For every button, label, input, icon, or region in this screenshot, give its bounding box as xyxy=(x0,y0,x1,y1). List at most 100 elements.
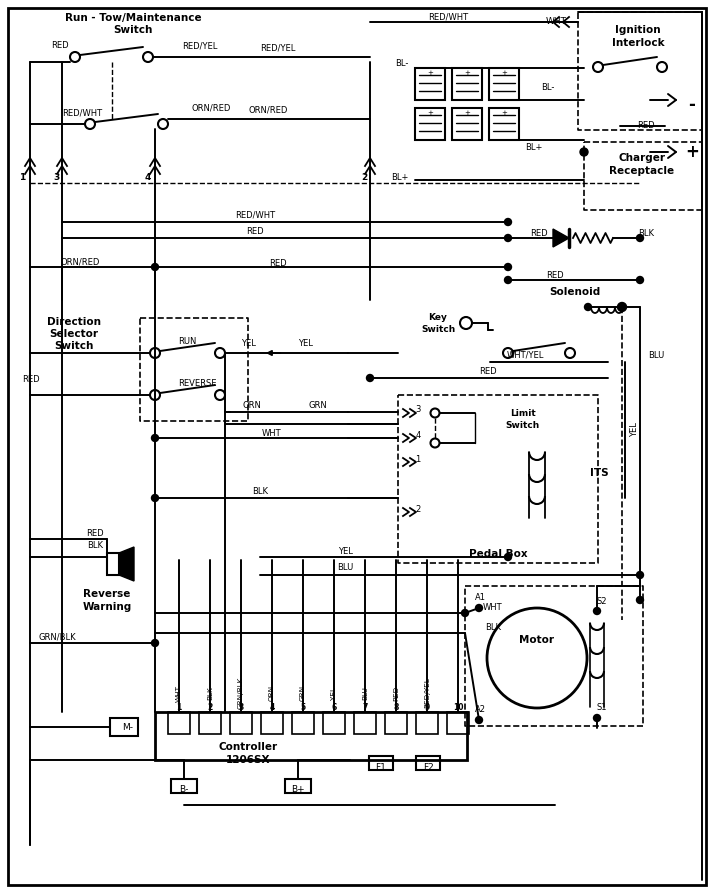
Text: +: + xyxy=(501,110,507,116)
Text: Switch: Switch xyxy=(506,421,540,430)
Text: YEL: YEL xyxy=(338,547,353,555)
Circle shape xyxy=(593,714,600,722)
Circle shape xyxy=(366,374,373,381)
Text: BLU: BLU xyxy=(648,350,664,360)
Text: Charger: Charger xyxy=(618,153,665,163)
Text: 8: 8 xyxy=(393,703,398,712)
Bar xyxy=(168,712,190,734)
Bar xyxy=(415,108,445,140)
Text: GRN: GRN xyxy=(300,685,306,701)
Text: RED: RED xyxy=(22,375,39,385)
Text: 2: 2 xyxy=(361,173,367,182)
Text: Run - Tow/Maintenance: Run - Tow/Maintenance xyxy=(65,13,201,23)
Text: ITS: ITS xyxy=(590,468,608,478)
Circle shape xyxy=(505,554,511,561)
Polygon shape xyxy=(553,229,569,247)
Text: +: + xyxy=(427,110,433,116)
Bar xyxy=(416,756,440,770)
Text: YEL: YEL xyxy=(630,422,639,438)
Circle shape xyxy=(151,263,159,271)
Text: Switch: Switch xyxy=(421,326,455,335)
Bar xyxy=(110,718,138,736)
Circle shape xyxy=(505,235,511,241)
Text: YEL: YEL xyxy=(331,687,337,699)
Bar xyxy=(323,712,345,734)
Circle shape xyxy=(585,304,591,311)
Text: Direction: Direction xyxy=(47,317,101,327)
Text: RED/WHT: RED/WHT xyxy=(428,13,468,21)
Text: BLU: BLU xyxy=(362,686,368,700)
Text: +: + xyxy=(685,143,699,161)
Text: BLK: BLK xyxy=(252,488,268,497)
Text: WHT/YEL: WHT/YEL xyxy=(506,350,543,360)
Circle shape xyxy=(505,263,511,271)
Text: GRN: GRN xyxy=(308,400,328,410)
Text: GRN/BLK: GRN/BLK xyxy=(38,632,76,641)
Bar xyxy=(199,712,221,734)
Text: BL-: BL- xyxy=(395,60,408,69)
Bar xyxy=(369,756,393,770)
Bar xyxy=(354,712,376,734)
Text: Switch: Switch xyxy=(114,25,153,35)
Text: F1: F1 xyxy=(376,763,386,772)
Text: RED: RED xyxy=(393,685,399,701)
Text: 3: 3 xyxy=(53,173,59,182)
Text: REVERSE: REVERSE xyxy=(178,379,216,388)
Circle shape xyxy=(461,610,468,616)
Bar xyxy=(171,779,197,793)
Text: BL-: BL- xyxy=(541,84,555,93)
Text: YEL: YEL xyxy=(298,339,313,348)
Bar xyxy=(489,68,519,100)
Text: 5: 5 xyxy=(301,703,306,712)
Text: B+: B+ xyxy=(291,784,305,794)
Text: 3: 3 xyxy=(238,703,243,712)
Text: BLK: BLK xyxy=(485,623,501,632)
Bar xyxy=(415,68,445,100)
Text: Warning: Warning xyxy=(82,602,131,612)
Text: Controller: Controller xyxy=(218,742,278,752)
Bar xyxy=(155,712,467,760)
Text: Solenoid: Solenoid xyxy=(549,287,600,297)
Circle shape xyxy=(636,572,643,579)
Polygon shape xyxy=(119,547,134,581)
Text: +: + xyxy=(501,70,507,76)
Text: Ignition: Ignition xyxy=(615,25,661,35)
Text: A2: A2 xyxy=(475,705,486,714)
Text: RED: RED xyxy=(546,271,564,280)
Text: ORN/RED: ORN/RED xyxy=(60,257,100,266)
Text: 2: 2 xyxy=(207,703,213,712)
Text: RED/WHT: RED/WHT xyxy=(235,211,275,220)
Text: 4: 4 xyxy=(269,703,275,712)
Circle shape xyxy=(580,148,588,156)
Circle shape xyxy=(505,219,511,226)
Text: BLU: BLU xyxy=(337,563,353,572)
Circle shape xyxy=(151,639,159,647)
Text: S2: S2 xyxy=(597,597,607,605)
Text: RED/WHT: RED/WHT xyxy=(62,109,102,118)
Text: 1206SX: 1206SX xyxy=(226,755,271,765)
Text: 4: 4 xyxy=(416,431,421,440)
Text: +: + xyxy=(427,70,433,76)
Text: WHT: WHT xyxy=(262,429,282,438)
Text: RUN: RUN xyxy=(178,338,196,346)
Text: BLK: BLK xyxy=(87,541,103,550)
Text: 1: 1 xyxy=(19,173,25,182)
Circle shape xyxy=(593,607,600,614)
Text: YEL: YEL xyxy=(241,339,256,348)
Text: BLK: BLK xyxy=(207,686,213,700)
Text: B-: B- xyxy=(179,784,188,794)
Bar xyxy=(230,712,252,734)
Circle shape xyxy=(636,235,643,241)
Text: RED: RED xyxy=(51,41,69,51)
Text: BL+: BL+ xyxy=(526,143,543,152)
Text: Limit: Limit xyxy=(510,408,536,418)
Text: Reverse: Reverse xyxy=(84,589,131,599)
Bar xyxy=(107,553,119,575)
Text: -: - xyxy=(688,96,695,114)
Bar xyxy=(292,712,314,734)
Text: WHT: WHT xyxy=(546,18,567,27)
Text: S1: S1 xyxy=(597,704,607,713)
Text: ORN/RED: ORN/RED xyxy=(192,104,231,113)
Circle shape xyxy=(618,303,626,312)
Text: 2: 2 xyxy=(416,505,421,514)
